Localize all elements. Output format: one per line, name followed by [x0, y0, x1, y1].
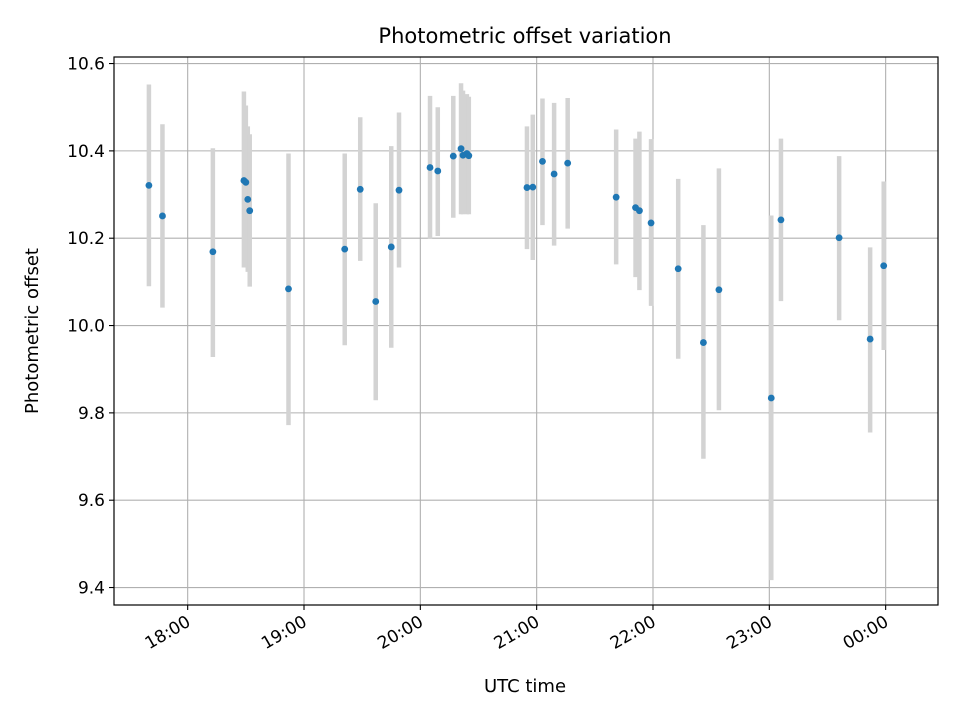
- point-layer: [145, 145, 888, 402]
- data-point: [866, 335, 874, 343]
- data-point: [880, 262, 888, 270]
- data-point: [674, 265, 682, 273]
- data-point: [159, 212, 166, 220]
- data-point: [715, 286, 723, 294]
- data-point: [242, 178, 250, 186]
- data-point: [767, 394, 775, 402]
- data-point: [564, 159, 572, 167]
- data-point: [341, 245, 349, 253]
- data-point: [539, 157, 546, 165]
- y-tick-label: 9.6: [78, 491, 105, 511]
- data-point: [372, 298, 380, 305]
- chart-title: Photometric offset variation: [378, 24, 671, 48]
- data-point: [356, 185, 364, 193]
- y-tick-label: 10.4: [67, 142, 105, 162]
- data-point: [246, 207, 254, 215]
- y-tick-label: 10.2: [67, 229, 105, 249]
- data-point: [835, 234, 843, 242]
- data-point: [209, 248, 217, 256]
- y-tick-label: 9.4: [78, 579, 105, 599]
- data-point: [395, 186, 403, 194]
- plot-frame: [113, 56, 939, 606]
- y-tick-label: 10.0: [67, 317, 105, 337]
- data-point: [636, 207, 643, 215]
- data-point: [465, 152, 473, 160]
- x-axis-label: UTC time: [484, 676, 566, 697]
- data-point: [387, 243, 395, 251]
- data-point: [244, 195, 252, 203]
- y-axis-label: Photometric offset: [22, 248, 43, 414]
- data-point: [145, 181, 153, 189]
- data-point: [426, 164, 434, 171]
- data-point: [612, 193, 620, 201]
- data-point: [457, 145, 465, 153]
- data-point: [285, 285, 292, 293]
- data-point: [550, 170, 558, 178]
- data-point: [523, 184, 531, 191]
- data-point: [700, 339, 707, 346]
- data-point: [529, 183, 537, 191]
- y-tick-label: 10.6: [67, 55, 105, 75]
- y-tick-label: 9.8: [78, 404, 105, 424]
- data-point: [449, 152, 457, 160]
- data-point: [777, 216, 785, 224]
- data-point: [647, 219, 655, 227]
- data-point: [434, 167, 442, 175]
